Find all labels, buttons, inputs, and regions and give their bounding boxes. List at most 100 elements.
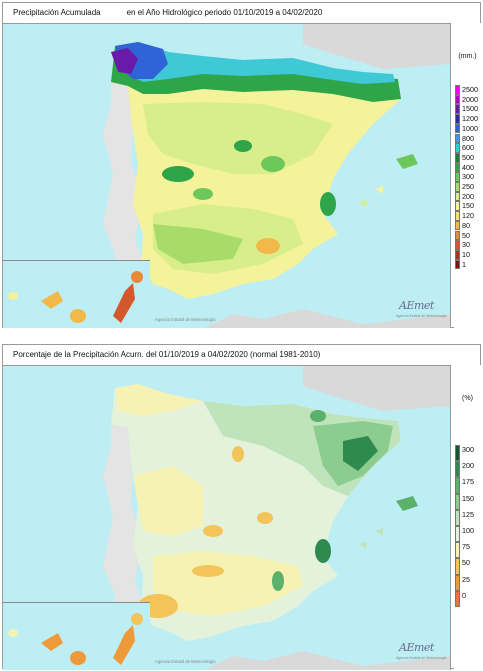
panel1-title: Precipitación Acumulada en el Año Hidroló… <box>3 3 480 23</box>
precip-legend-swatch <box>455 152 460 163</box>
percent-legend-swatch <box>455 526 460 543</box>
precip-legend-swatch <box>455 191 460 202</box>
precip-legend-swatch <box>455 211 460 221</box>
precip-legend-item: 1200 <box>454 114 481 124</box>
percent-legend-swatch <box>455 493 460 510</box>
agency-watermark: Agencia Estatal de Meteorología <box>155 317 216 322</box>
legend-unit: (mm.) <box>458 53 477 60</box>
percent-legend-item: 175 <box>454 477 481 494</box>
percent-legend-swatch <box>455 574 460 591</box>
precip-legend-label: 500 <box>462 152 474 162</box>
precip-legend-swatch <box>455 114 460 124</box>
precip-legend-item: 800 <box>454 133 481 144</box>
percent-legend-item: 125 <box>454 509 481 526</box>
percent-legend-label: 75 <box>462 542 470 552</box>
percent-legend-item: 75 <box>454 542 481 559</box>
precipitation-map: Agencia Estatal de Meteorología AEmet Ag… <box>3 23 451 328</box>
precip-legend-item: 250 <box>454 182 481 192</box>
precip-legend-item: 10 <box>454 249 481 260</box>
precip-legend-swatch <box>455 94 460 105</box>
precip-legend-label: 120 <box>462 211 474 221</box>
agency-watermark-2: Agencia Estatal de Meteorología <box>155 659 216 664</box>
precip-legend-swatch <box>455 259 460 270</box>
precip-legend-label: 150 <box>462 201 474 211</box>
precip-legend-label: 2500 <box>462 85 478 94</box>
precip-legend-item: 2000 <box>454 94 481 105</box>
precip-legend-item: 500 <box>454 152 481 163</box>
panel1-title-right: en el Año Hidrológico periodo 01/10/2019… <box>126 8 323 17</box>
percentage-map: Agencia Estatal de Meteorología AEmet Ag… <box>3 365 451 670</box>
precip-legend-item: 80 <box>454 220 481 231</box>
percent-legend-swatch <box>455 558 460 575</box>
precip-legend-label: 1000 <box>462 123 478 133</box>
percent-legend-item: 50 <box>454 558 481 575</box>
percent-legend-label: 100 <box>462 526 474 535</box>
precip-legend-label: 1200 <box>462 114 478 124</box>
precip-legend-label: 250 <box>462 182 474 191</box>
precip-legend-label: 10 <box>462 249 470 259</box>
precip-legend-item: 120 <box>454 211 481 221</box>
percent-legend-item: 100 <box>454 526 481 543</box>
canary-islands-inset <box>3 260 150 328</box>
percent-legend-swatch <box>455 445 460 462</box>
precip-legend-swatch <box>455 143 460 153</box>
precipitation-percentage-panel: Porcentaje de la Precipitación Acurn. de… <box>2 344 481 670</box>
percent-legend-label: 200 <box>462 461 474 471</box>
precipitation-legend: (mm.) 2500 2000 1500 1200 1000 800 600 500 400 30… <box>454 23 481 328</box>
precip-legend-swatch <box>455 162 460 173</box>
aemet-logo-caption: Agencia Estatal de Meteorología <box>396 314 447 318</box>
percent-legend-label: 25 <box>462 574 470 584</box>
precip-legend-label: 30 <box>462 240 470 250</box>
percent-legend-swatch <box>455 509 460 526</box>
precip-legend-label: 1500 <box>462 104 478 114</box>
precip-legend-swatch <box>455 123 460 134</box>
precip-legend-swatch <box>455 172 460 182</box>
percent-legend-label: 150 <box>462 493 474 503</box>
canary-islands-inset-2 <box>3 602 150 670</box>
percent-legend-item: 200 <box>454 461 481 478</box>
percent-legend-label: 175 <box>462 477 474 487</box>
precip-legend-swatch <box>455 240 460 250</box>
percent-legend-swatch <box>455 542 460 559</box>
panel1-title-left: Precipitación Acumulada <box>13 8 101 17</box>
precip-legend-swatch <box>455 133 460 144</box>
panel2-title: Porcentaje de la Precipitación Acurn. de… <box>13 350 321 359</box>
precip-legend-swatch <box>455 85 460 95</box>
precip-legend-item: 1000 <box>454 123 481 134</box>
precip-legend-swatch <box>455 230 460 241</box>
precip-legend-item: 200 <box>454 191 481 202</box>
precip-legend-label: 800 <box>462 133 474 143</box>
precip-legend-swatch <box>455 201 460 212</box>
precip-legend-label: 80 <box>462 220 470 230</box>
precip-legend-item: 2500 <box>454 85 481 95</box>
percent-legend-label: 125 <box>462 509 474 519</box>
percent-legend-swatch <box>455 461 460 478</box>
percent-legend-item: 150 <box>454 493 481 510</box>
precip-legend-item: 400 <box>454 162 481 173</box>
legend-unit-2: (%) <box>462 395 473 402</box>
precip-legend-item: 600 <box>454 143 481 153</box>
precip-legend-item: 150 <box>454 201 481 212</box>
percent-legend-swatch <box>455 590 460 607</box>
percent-legend-swatch <box>455 477 460 494</box>
precip-legend-label: 200 <box>462 191 474 201</box>
precip-legend-label: 1 <box>462 259 466 269</box>
precip-legend-label: 600 <box>462 143 474 153</box>
percent-legend-label: 0 <box>462 590 466 600</box>
precip-legend-label: 50 <box>462 230 470 240</box>
precip-legend-item: 1 <box>454 259 481 270</box>
precip-legend-item: 300 <box>454 172 481 182</box>
precip-legend-label: 400 <box>462 162 474 172</box>
precip-legend-swatch <box>455 104 460 115</box>
precip-legend-item: 50 <box>454 230 481 241</box>
aemet-logo-2: AEmet <box>399 641 434 654</box>
precip-legend-item: 1500 <box>454 104 481 115</box>
percentage-legend: (%) 300 200 175 150 125 100 75 50 25 0 <box>454 365 481 670</box>
aemet-logo: AEmet <box>399 299 434 312</box>
precip-legend-swatch <box>455 182 460 192</box>
precip-legend-label: 2000 <box>462 94 478 104</box>
percent-legend-item: 25 <box>454 574 481 591</box>
aemet-logo-caption-2: Agencia Estatal de Meteorología <box>396 656 447 660</box>
percent-legend-item: 0 <box>454 590 481 607</box>
precip-legend-item: 30 <box>454 240 481 250</box>
